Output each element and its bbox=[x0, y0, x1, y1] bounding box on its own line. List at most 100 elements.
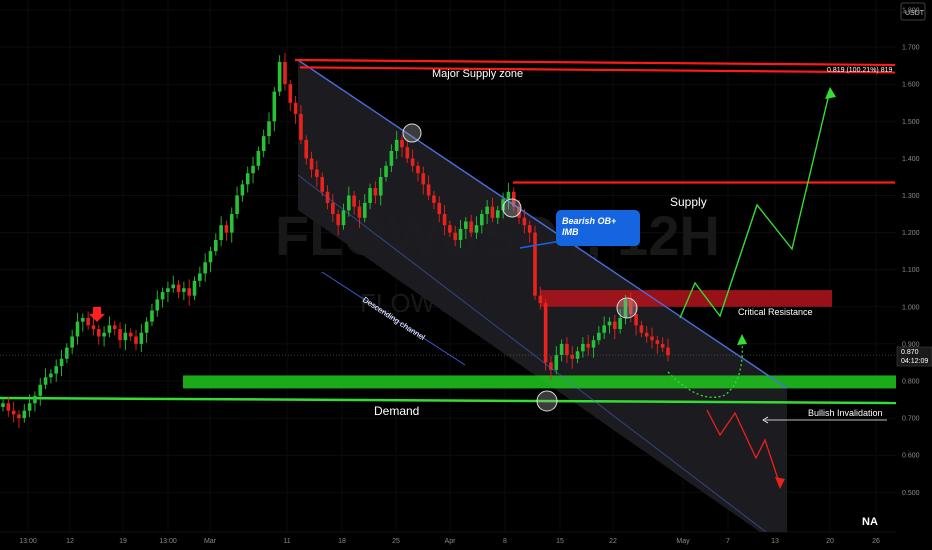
candle-body bbox=[70, 336, 74, 348]
candle-body bbox=[198, 273, 202, 281]
candle-body bbox=[150, 310, 154, 322]
candle-body bbox=[182, 288, 186, 292]
candle-body bbox=[272, 91, 277, 122]
candle-body bbox=[474, 225, 479, 233]
price-tick-label: 1.600 bbox=[902, 82, 920, 89]
time-tick-label: 13 bbox=[771, 538, 779, 545]
time-tick-label: Apr bbox=[445, 538, 457, 545]
price-tick-label: 0.800 bbox=[902, 379, 920, 386]
price-tick-label: 1.700 bbox=[902, 45, 920, 52]
candle-body bbox=[118, 329, 122, 341]
critical-resistance-label: Critical Resistance bbox=[738, 307, 813, 317]
candle-body bbox=[214, 240, 218, 252]
candle-body bbox=[171, 284, 176, 289]
candle-body bbox=[59, 358, 64, 367]
time-tick-label: 22 bbox=[609, 538, 617, 545]
candle-body bbox=[347, 195, 351, 211]
price-tick-label: 1.000 bbox=[902, 304, 920, 311]
down-arrow-marker bbox=[89, 307, 105, 322]
candle-body bbox=[102, 332, 106, 337]
candle-body bbox=[134, 336, 138, 344]
price-tick-label: 0.600 bbox=[902, 453, 920, 460]
candle-body bbox=[416, 165, 420, 174]
candle-body bbox=[357, 206, 362, 218]
time-tick-label: 20 bbox=[826, 538, 834, 545]
touch-circle-2 bbox=[502, 198, 522, 218]
candle-body bbox=[634, 314, 638, 326]
time-tick-label: May bbox=[676, 538, 690, 545]
unit-box bbox=[900, 2, 926, 21]
candle-body bbox=[538, 295, 543, 304]
time-tick-label: 8 bbox=[503, 538, 507, 545]
candle-body bbox=[464, 221, 468, 229]
candle-body bbox=[469, 221, 473, 233]
time-tick-label: Mar bbox=[204, 538, 217, 545]
demand-line bbox=[0, 396, 897, 405]
touch-circle-4 bbox=[536, 390, 558, 412]
time-tick-label: 19 bbox=[119, 538, 127, 545]
candle-body bbox=[522, 217, 527, 226]
price-tick-label: 1.400 bbox=[902, 156, 920, 163]
bearish-ob-label: Bearish OB+ IMB bbox=[562, 216, 617, 237]
candle-body bbox=[655, 340, 660, 344]
candle-body bbox=[1, 403, 5, 407]
candle-body bbox=[527, 225, 532, 233]
candle-body bbox=[267, 121, 271, 137]
time-tick-label: 12 bbox=[66, 538, 74, 545]
candle-body bbox=[543, 303, 548, 363]
time-ticks: 13:00 12 19 13:00 Mar 11 18 25 Apr 8 15 22 May 7 13 20 2… bbox=[19, 538, 880, 545]
candle-body bbox=[570, 355, 575, 359]
candle-body bbox=[618, 317, 622, 330]
candle-body bbox=[123, 332, 128, 341]
candle-body bbox=[187, 288, 191, 296]
candle-body bbox=[219, 225, 223, 241]
candle-body bbox=[176, 284, 181, 292]
candle-body bbox=[43, 377, 48, 385]
price-tick-label: 0.700 bbox=[902, 416, 920, 423]
candle-body bbox=[639, 325, 644, 333]
candle-body bbox=[107, 325, 112, 333]
time-tick-label: 13:00 bbox=[159, 538, 177, 545]
candle-body bbox=[288, 84, 293, 103]
touch-circle-3 bbox=[616, 297, 638, 319]
candle-body bbox=[394, 139, 399, 151]
candle-body bbox=[235, 195, 239, 215]
candle-body bbox=[11, 410, 16, 415]
candle-body bbox=[6, 403, 11, 411]
candle-body bbox=[597, 332, 601, 341]
candle-body bbox=[256, 150, 261, 166]
candle-body bbox=[299, 113, 303, 140]
candle-body bbox=[533, 232, 537, 296]
candle-body bbox=[112, 325, 117, 330]
channel-lower-line bbox=[297, 174, 788, 549]
candle-body bbox=[591, 340, 596, 348]
candle-body bbox=[490, 206, 495, 218]
candle-body bbox=[373, 188, 378, 196]
candle-body bbox=[352, 195, 356, 207]
bullish-arrowhead bbox=[825, 87, 836, 99]
candle-body bbox=[666, 347, 670, 356]
candle-body bbox=[304, 139, 309, 159]
candle-body bbox=[368, 188, 372, 203]
candle-body bbox=[565, 343, 569, 356]
candle-body bbox=[75, 321, 80, 337]
candle-body bbox=[341, 210, 346, 226]
candle-body bbox=[283, 61, 287, 85]
candle-body bbox=[628, 299, 633, 315]
candle-body bbox=[86, 317, 90, 326]
invalidation-arrow bbox=[762, 416, 769, 424]
candle-body bbox=[389, 150, 394, 166]
countdown-value: 04:12:09 bbox=[901, 358, 928, 365]
candle-body bbox=[581, 343, 585, 352]
bullish-invalidation-label: Bullish Invalidation bbox=[808, 408, 883, 418]
current-price-value: 0.870 bbox=[901, 349, 919, 356]
major-supply-top-line bbox=[294, 58, 896, 67]
candle-body bbox=[613, 321, 617, 330]
candle-body bbox=[607, 321, 612, 326]
dotted-arrowhead bbox=[737, 334, 747, 345]
touch-circle-1 bbox=[402, 123, 422, 143]
candle-body bbox=[405, 147, 410, 159]
candle-body bbox=[421, 173, 426, 185]
candle-body bbox=[81, 317, 85, 322]
price-tick-label: 1.500 bbox=[902, 119, 920, 126]
